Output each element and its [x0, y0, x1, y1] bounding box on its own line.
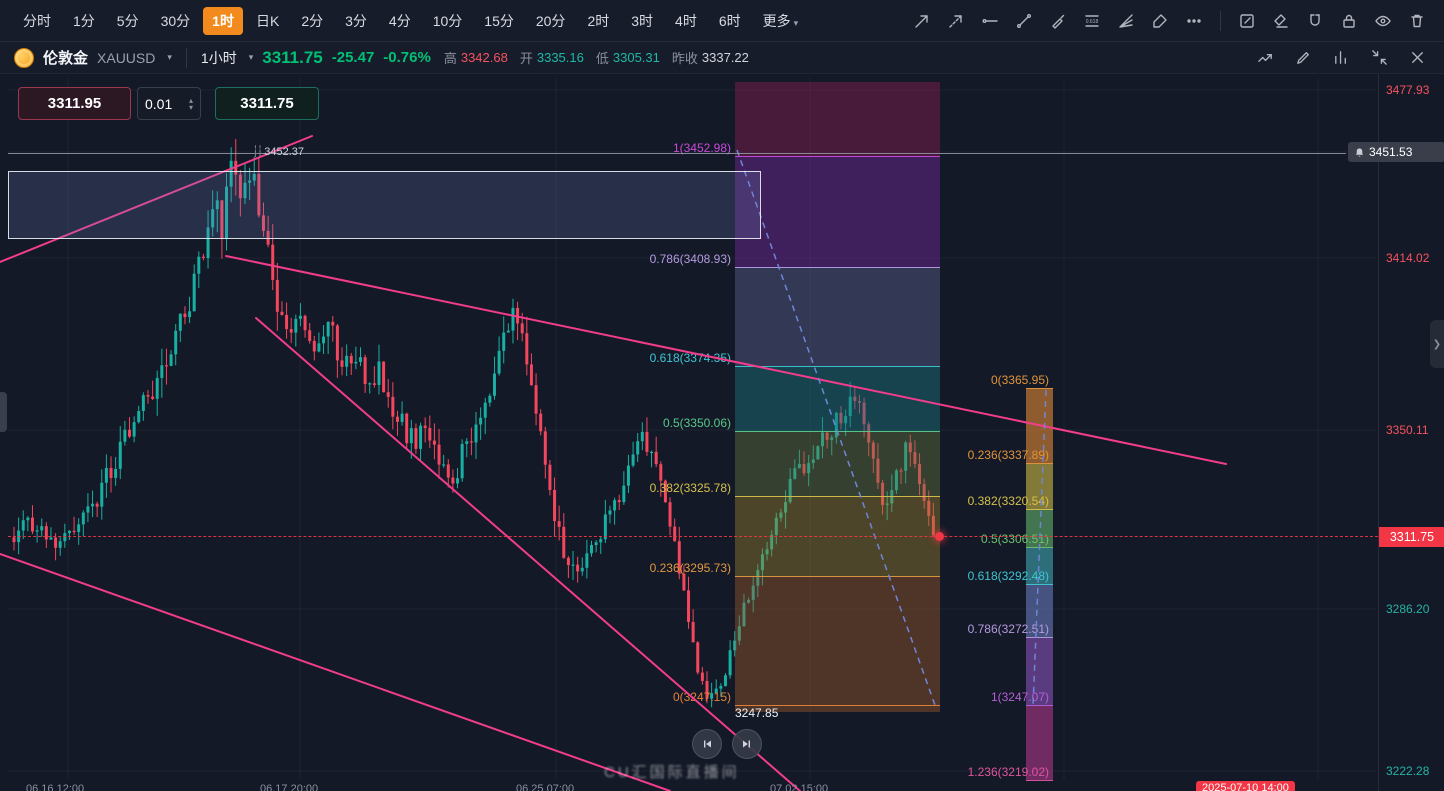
trend-arrow-icon[interactable]: [909, 8, 935, 34]
timeframe-button-12[interactable]: 20分: [535, 12, 566, 29]
timeframe-button-15[interactable]: 4时: [675, 12, 697, 29]
ohlc-stats: 高 3342.68 开 3335.16 低 3305.31 昨收 3337.22: [444, 48, 749, 67]
alert-axis-tag[interactable]: 3451.53: [1348, 142, 1444, 162]
chevron-down-icon[interactable]: ▾: [248, 52, 254, 62]
price-axis[interactable]: 3451.53 3311.75 3477.93 3414.02 3350.11 328…: [1348, 0, 1444, 791]
timeframe-button-13[interactable]: 2时: [587, 12, 610, 29]
time-axis-label: 06.25 07:00: [516, 783, 575, 791]
quantity-value: 0.01: [145, 95, 173, 112]
current-price-tag: 3311.75: [1379, 527, 1444, 547]
sell-button[interactable]: 3311.95: [18, 87, 131, 120]
timeframe-button-14[interactable]: 3时: [631, 12, 654, 29]
close-icon[interactable]: [1404, 45, 1430, 71]
time-axis-highlight: 2025-07-10 14:00: [1196, 781, 1295, 791]
timeframe-row: 分时 1分 5分 30分 1时 日K 2分 3分 4分 10分 15分 20分 2时 3时 4时 6时 更多 ▾: [14, 6, 807, 35]
magnet-icon[interactable]: [1302, 8, 1328, 34]
trash-icon[interactable]: [1404, 8, 1430, 34]
price-axis-label: 3414.02: [1386, 251, 1430, 265]
lock-icon[interactable]: [1336, 8, 1362, 34]
object-eraser-icon[interactable]: [1268, 8, 1294, 34]
quantity-increase[interactable]: ▴: [188, 95, 193, 105]
price-axis-label: 3222.28: [1386, 764, 1430, 778]
stat-高: 高 3342.68: [443, 50, 508, 66]
timeframe-button-5[interactable]: 1时: [203, 6, 243, 35]
timeframe-button-7[interactable]: 2分: [301, 12, 324, 29]
timeframe-button-3[interactable]: 5分: [116, 12, 139, 29]
more-icon[interactable]: [1181, 8, 1207, 34]
current-price-line: [8, 536, 1378, 537]
stat-低: 低 3305.31: [595, 50, 660, 66]
last-price: 3311.75: [262, 47, 323, 67]
skip-forward-button[interactable]: [732, 729, 762, 759]
alert-line-label: ┆┆ 3452.37: [252, 145, 305, 159]
timeframe-button-16[interactable]: 6时: [718, 12, 741, 29]
compare-icon[interactable]: [1252, 45, 1278, 71]
skip-back-icon: [704, 740, 711, 748]
chevron-down-icon: ▾: [793, 17, 799, 28]
trend-arrow-dashed-icon[interactable]: [943, 8, 969, 34]
timeframe-button-2[interactable]: 1分: [73, 12, 95, 29]
buy-button[interactable]: 3311.75: [215, 87, 319, 120]
symbol-bar: 伦敦金 XAUUSD ▾ 1小时 ▾ 3311.75 -25.47 -0.76%…: [0, 42, 1444, 74]
price-change-pct: -0.76%: [383, 49, 431, 66]
stat-开: 开 3335.16: [519, 50, 584, 66]
timeframe-button-9[interactable]: 4分: [388, 12, 411, 29]
left-panel-handle[interactable]: [0, 392, 7, 432]
right-panel-expander[interactable]: ❯: [1430, 320, 1444, 368]
chart-actions: [1252, 45, 1430, 71]
timeframe-button-1[interactable]: 分时: [23, 12, 51, 29]
symbol-code[interactable]: XAUUSD: [97, 49, 156, 66]
skip-forward-icon: [743, 740, 750, 748]
time-axis-label: 07.02 15:00: [770, 783, 829, 791]
fan-lines-icon[interactable]: [1113, 8, 1139, 34]
svg-text:0.618: 0.618: [1086, 19, 1099, 25]
note-edit-icon[interactable]: [1234, 8, 1260, 34]
bell-icon: [1355, 147, 1364, 157]
price-change: -25.47: [331, 49, 375, 66]
timeframe-button-8[interactable]: 3分: [345, 12, 367, 29]
price-axis-label: 3286.20: [1386, 602, 1430, 616]
quantity-field[interactable]: 0.01 ▴ ▾: [137, 87, 201, 120]
horizontal-line-icon[interactable]: [977, 8, 1003, 34]
stat-昨收: 昨收 3337.22: [671, 50, 749, 66]
gold-coin-icon: [14, 47, 34, 68]
alert-price-line[interactable]: [8, 153, 1346, 154]
marker-icon[interactable]: [1147, 8, 1173, 34]
watermark: CU汇国际直播间: [604, 764, 740, 781]
fib-retracement-icon[interactable]: 0.618: [1079, 8, 1105, 34]
chevron-down-icon[interactable]: ▾: [167, 52, 172, 62]
line-grip-icon: ┆┆: [252, 146, 263, 158]
time-axis-label: 06.17 20:00: [260, 783, 319, 791]
price-axis-label: 3477.93: [1386, 83, 1430, 97]
rectangle-drawing[interactable]: [8, 171, 761, 239]
timeframe-button-11[interactable]: 15分: [484, 12, 514, 29]
main-toolbar: 分时 1分 5分 30分 1时 日K 2分 3分 4分 10分 15分 20分 2时 3时 4时 6时 更多 ▾ …: [0, 0, 1444, 42]
timeframe-button-6[interactable]: 日K: [255, 12, 280, 29]
toolbar-divider: [1220, 10, 1221, 31]
price-axis-label: 3350.11: [1386, 423, 1429, 437]
symbol-name[interactable]: 伦敦金: [43, 50, 89, 67]
drawing-toolbar: 0.618: [909, 8, 1430, 34]
indicators-icon[interactable]: [1328, 45, 1354, 71]
timeframe-button-10[interactable]: 10分: [432, 12, 463, 29]
eye-icon[interactable]: [1370, 8, 1396, 34]
quantity-decrease[interactable]: ▾: [188, 102, 193, 112]
last-price-marker: [935, 532, 944, 541]
brush-icon[interactable]: [1045, 8, 1071, 34]
swing-low-label: 3247.85: [735, 706, 779, 720]
timeframe-button-17[interactable]: 更多 ▾: [762, 12, 799, 29]
interval-selector[interactable]: 1小时: [200, 49, 237, 66]
trend-line-icon[interactable]: [1011, 8, 1037, 34]
time-axis-label: 06.16 12:00: [26, 783, 85, 791]
divider: [185, 47, 187, 68]
quantity-stepper: ▴ ▾: [188, 95, 193, 112]
collapse-icon[interactable]: [1366, 45, 1392, 71]
timeframe-button-4[interactable]: 30分: [160, 12, 191, 29]
skip-back-button[interactable]: [692, 729, 722, 759]
edit-icon[interactable]: [1290, 45, 1316, 71]
